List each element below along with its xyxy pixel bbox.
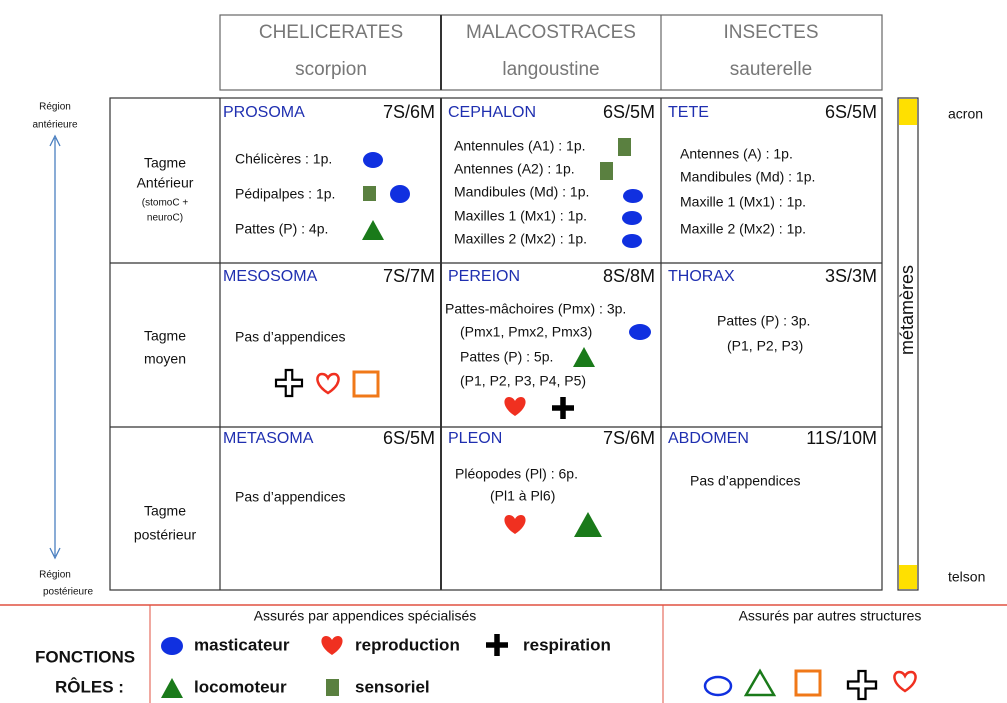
cell-line: Maxille 1 (Mx1) : 1p. (680, 194, 806, 210)
cell-line: Maxille 2 (Mx2) : 1p. (680, 221, 806, 237)
cell-count: 7S/7M (383, 266, 435, 286)
region-label: Région (39, 570, 71, 581)
cell-count: 7S/6M (603, 428, 655, 448)
icons (161, 138, 917, 701)
cell-line: Mandibules (Md) : 1p. (680, 169, 815, 185)
cell-line: (Pmx1, Pmx2, Pmx3) (460, 324, 592, 340)
telson-mark (899, 565, 917, 589)
cell-count: 6S/5M (825, 102, 877, 122)
cell-line: Pas d’appendices (235, 489, 346, 505)
column-example: scorpion (295, 59, 367, 80)
cell-line: Pattes (P) : 5p. (460, 349, 553, 365)
tagme-note: (stomoC + (142, 198, 189, 209)
tagme-label: Tagme (144, 155, 186, 171)
cell-name: PEREION (448, 268, 520, 285)
cell-name: THORAX (668, 268, 735, 285)
legend-heading: Assurés par autres structures (739, 608, 922, 624)
cell-line: Maxilles 1 (Mx1) : 1p. (454, 208, 587, 224)
tagme-label: Tagme (144, 328, 186, 344)
cell-line: Antennules (A1) : 1p. (454, 138, 586, 154)
cell-name: TETE (668, 104, 709, 121)
axis-arrow (49, 134, 61, 560)
segments-label: métamères (897, 265, 917, 355)
legend-heading: Assurés par appendices spécialisés (254, 608, 477, 624)
tagme-label: moyen (144, 351, 186, 367)
region-label: antérieure (32, 120, 77, 131)
segment-end: telson (948, 569, 985, 585)
column-example: sauterelle (730, 59, 812, 80)
grid (109, 14, 919, 591)
cell-count: 11S/10M (806, 428, 877, 448)
cell-count: 6S/5M (603, 102, 655, 122)
legend-item: respiration (523, 635, 611, 654)
tagme-label: Tagme (144, 503, 186, 519)
tagme-label: Antérieur (137, 175, 194, 191)
column-group: CHELICERATES (259, 22, 403, 43)
cell-count: 7S/6M (383, 102, 435, 122)
legend-item: locomoteur (194, 677, 287, 696)
cell-count: 6S/5M (383, 428, 435, 448)
tagme-label: postérieur (134, 527, 197, 543)
region-label: postérieure (43, 587, 93, 598)
cell-line: Chélicères : 1p. (235, 151, 332, 167)
legend-item: reproduction (355, 635, 460, 654)
cell-line: (P1, P2, P3) (727, 338, 803, 354)
cell-line: Maxilles 2 (Mx2) : 1p. (454, 231, 587, 247)
tagme-note: neuroC) (147, 213, 183, 224)
cell-name: CEPHALON (448, 104, 536, 121)
cell-line: Pédipalpes : 1p. (235, 186, 335, 202)
cell-line: Antennes (A2) : 1p. (454, 161, 575, 177)
column-example: langoustine (502, 59, 599, 80)
cell-name: PLEON (448, 430, 502, 447)
cell-name: PROSOMA (223, 104, 305, 121)
legend-item: masticateur (194, 635, 290, 654)
cell-count: 3S/3M (825, 266, 877, 286)
cell-line: Pattes (P) : 3p. (717, 313, 810, 329)
cell-count: 8S/8M (603, 266, 655, 286)
legend-title: RÔLES : (55, 677, 124, 696)
cell-line: Mandibules (Md) : 1p. (454, 184, 589, 200)
legend-item: sensoriel (355, 677, 430, 696)
region-label: Région (39, 102, 71, 113)
cell-name: METASOMA (223, 430, 314, 447)
column-group: INSECTES (723, 22, 818, 43)
segment-start: acron (948, 106, 983, 122)
column-group: MALACOSTRACES (466, 22, 636, 43)
cell-line: Antennes (A) : 1p. (680, 146, 793, 162)
cell-name: MESOSOMA (223, 268, 318, 285)
cell-line: Pas d’appendices (235, 329, 346, 345)
cell-line: Pattes (P) : 4p. (235, 221, 328, 237)
cell-line: Pléopodes (Pl) : 6p. (455, 466, 578, 482)
cell-line: (P1, P2, P3, P4, P5) (460, 373, 586, 389)
legend-title: FONCTIONS (35, 647, 135, 666)
acron-mark (899, 99, 917, 125)
cell-name: ABDOMEN (668, 430, 749, 447)
cell-line: Pas d’appendices (690, 473, 801, 489)
cell-line: (Pl1 à Pl6) (490, 488, 555, 504)
cell-line: Pattes-mâchoires (Pmx) : 3p. (445, 301, 626, 317)
